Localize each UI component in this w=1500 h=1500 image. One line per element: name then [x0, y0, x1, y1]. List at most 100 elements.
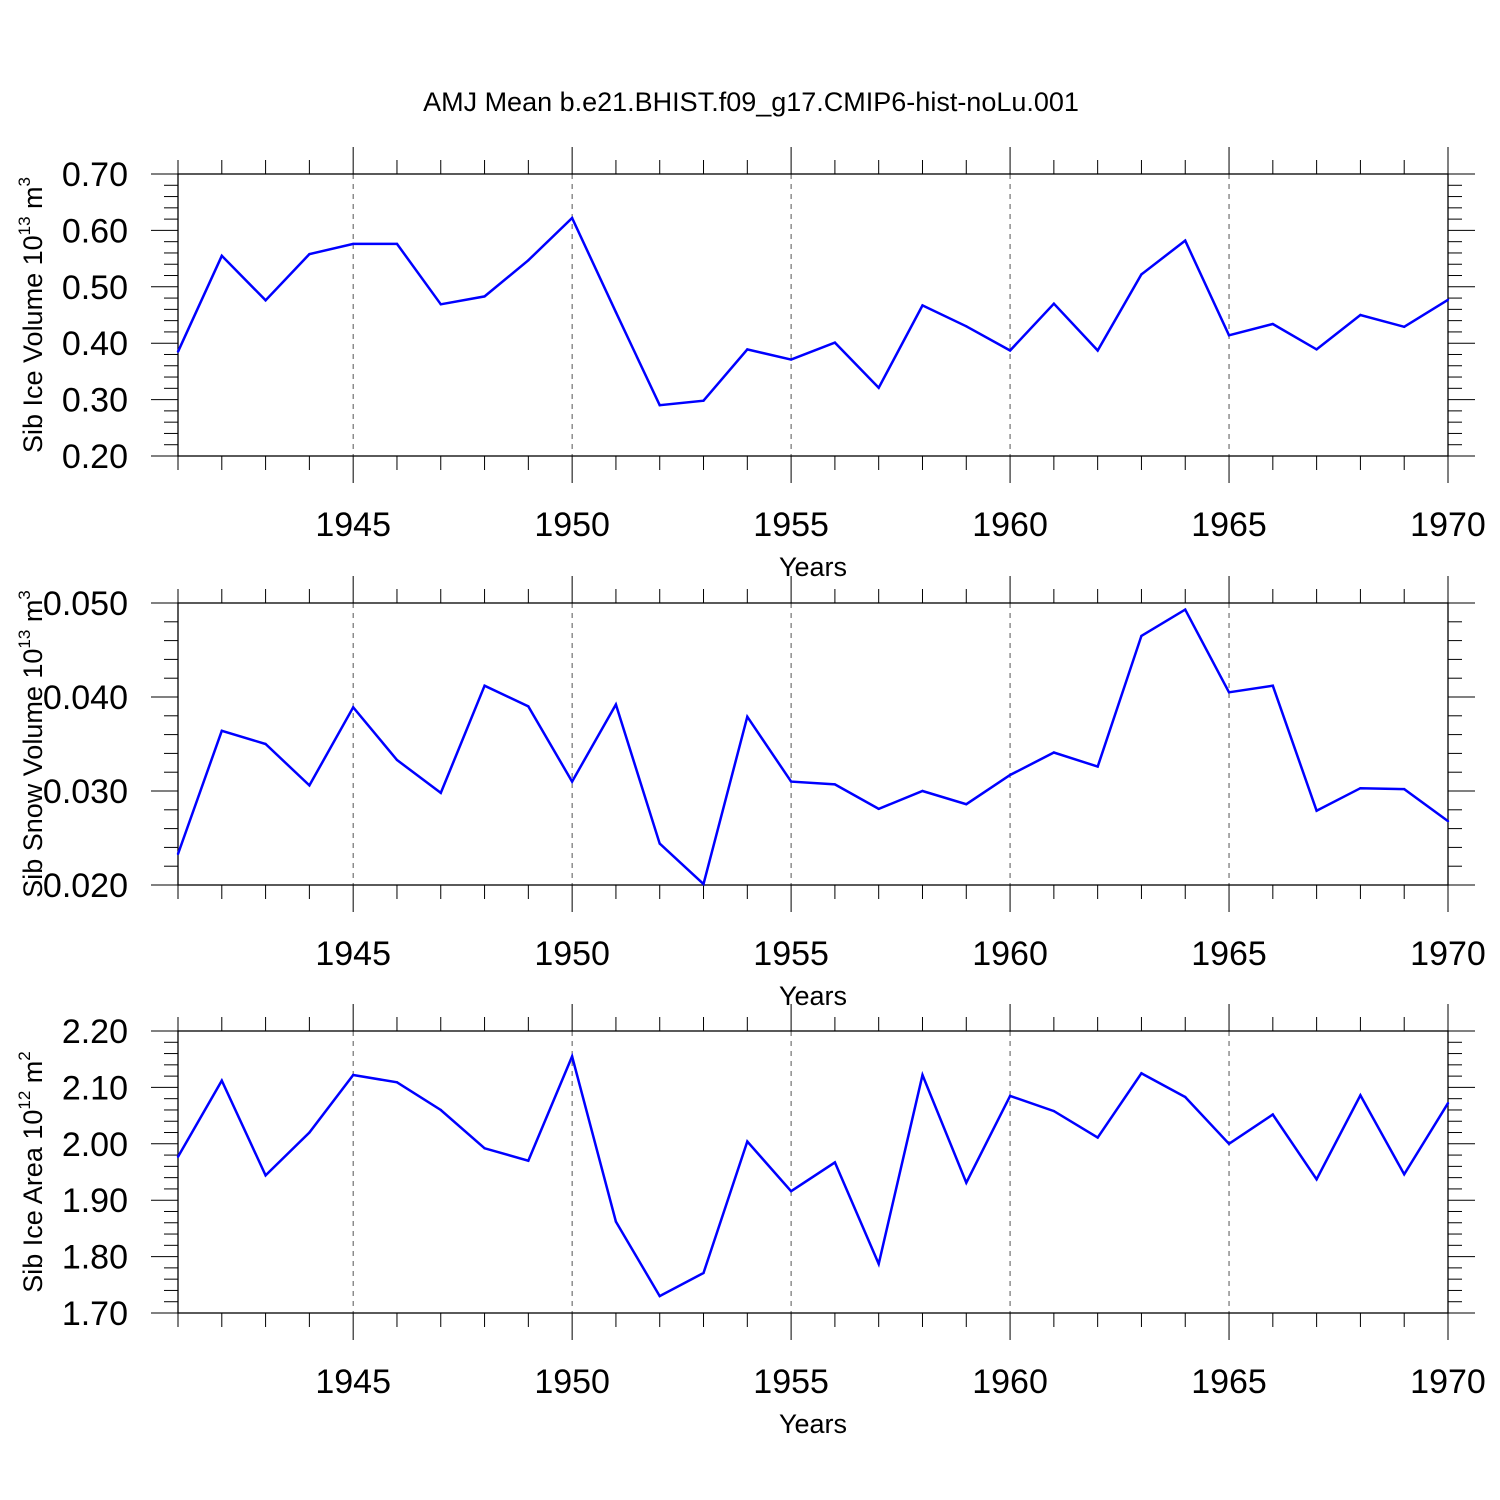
- data-point: [395, 758, 399, 762]
- data-point: [483, 684, 486, 687]
- data-point: [220, 1079, 223, 1082]
- y-tick-label: 0.70: [62, 156, 128, 194]
- x-tick-label: 1950: [534, 1363, 610, 1401]
- data-point: [570, 216, 574, 220]
- x-axis-label: Years: [779, 1409, 847, 1439]
- plot-frame: [177, 173, 1449, 457]
- data-point: [176, 852, 180, 856]
- y-tick-label: 1.70: [62, 1295, 128, 1333]
- data-point: [702, 399, 705, 402]
- data-point: [1271, 322, 1275, 326]
- data-point: [395, 242, 399, 246]
- data-point: [351, 242, 355, 246]
- data-point: [1140, 273, 1143, 276]
- x-tick-label: 1955: [753, 935, 829, 973]
- data-point: [833, 1161, 837, 1164]
- x-tick-label: 1970: [1410, 506, 1486, 544]
- data-point: [1315, 348, 1318, 351]
- data-point: [877, 807, 880, 811]
- data-point: [1184, 239, 1187, 242]
- data-point: [264, 299, 267, 302]
- data-point: [746, 348, 749, 351]
- data-point: [658, 404, 661, 407]
- plot-frame: [177, 1030, 1449, 1314]
- data-point: [1008, 773, 1012, 777]
- data-point: [746, 715, 749, 718]
- x-tick-label: 1965: [1191, 1363, 1267, 1401]
- x-tick-label: 1965: [1191, 935, 1267, 973]
- data-point: [483, 295, 486, 298]
- y-axis-label: Sib Snow Volume 1013 m3: [15, 590, 48, 898]
- data-point: [1052, 1109, 1056, 1113]
- data-point: [395, 1081, 399, 1084]
- chart-title: AMJ Mean b.e21.BHIST.f09_g17.CMIP6-hist-…: [423, 87, 1079, 117]
- data-point: [1359, 1094, 1362, 1097]
- data-point: [439, 791, 442, 795]
- data-point: [1052, 302, 1056, 305]
- data-point: [1446, 1101, 1450, 1105]
- data-series-line: [176, 215, 1449, 407]
- data-point: [439, 303, 442, 306]
- data-point: [308, 784, 311, 787]
- data-point: [965, 1181, 968, 1184]
- data-point: [921, 304, 924, 307]
- data-point: [220, 254, 223, 257]
- data-point: [702, 1271, 705, 1275]
- data-point: [1140, 634, 1143, 638]
- y-tick-label: 1.80: [62, 1239, 128, 1277]
- data-point: [1315, 809, 1318, 812]
- data-point: [1184, 1095, 1187, 1099]
- data-point: [483, 1147, 486, 1150]
- data-point: [658, 1294, 661, 1298]
- x-tick-label: 1965: [1191, 506, 1267, 544]
- data-point: [527, 705, 530, 708]
- data-point: [921, 1073, 924, 1077]
- data-point: [965, 325, 968, 328]
- data-point: [1008, 349, 1012, 352]
- data-point: [308, 1131, 311, 1134]
- data-point: [877, 1262, 880, 1266]
- data-point: [527, 259, 530, 262]
- y-axis-label: Sib Ice Volume 1013 m3: [15, 177, 48, 453]
- y-tick-label: 0.050: [43, 585, 128, 623]
- x-axis-label: Years: [779, 552, 847, 582]
- data-point: [1446, 819, 1450, 823]
- x-axis-label: Years: [779, 981, 847, 1011]
- data-point: [921, 789, 924, 793]
- x-tick-label: 1945: [315, 506, 391, 544]
- data-point: [264, 742, 267, 746]
- data-point: [746, 1140, 749, 1143]
- y-tick-label: 0.030: [43, 773, 128, 811]
- data-point: [1052, 751, 1056, 754]
- y-axis-label: Sib Ice Area 1012 m2: [15, 1051, 48, 1293]
- x-tick-label: 1945: [315, 1363, 391, 1401]
- data-point: [570, 780, 574, 783]
- data-point: [1096, 765, 1099, 768]
- y-tick-label: 0.20: [62, 438, 128, 476]
- data-series-line: [176, 1052, 1450, 1298]
- y-tick-label: 2.00: [62, 1126, 128, 1164]
- data-point: [1359, 786, 1362, 790]
- panel-2: 0.050 0.040 0.030 0.020 1945 1950 1955 1960 1965…: [15, 576, 1486, 1011]
- data-point: [1008, 1094, 1012, 1098]
- data-point: [965, 802, 968, 806]
- data-point: [176, 1155, 180, 1158]
- data-point: [176, 350, 180, 353]
- data-point: [570, 1055, 574, 1058]
- data-point: [1315, 1178, 1318, 1181]
- x-tick-label: 1945: [315, 935, 391, 973]
- data-series-line: [176, 607, 1449, 887]
- data-point: [351, 706, 355, 709]
- y-tick-label: 0.30: [62, 382, 128, 420]
- data-point: [220, 729, 223, 733]
- plot-frame: [177, 602, 1449, 886]
- data-point: [833, 341, 837, 344]
- data-point: [1096, 349, 1099, 352]
- panel-1: 0.70 0.60 0.50 0.40 0.30 0.20 1945 1950 1955 1960…: [15, 147, 1486, 582]
- panel-3: 2.20 2.10 2.00 1.90 1.80 1.70 1945 1950 1955 1960…: [15, 1004, 1486, 1439]
- x-tick-label: 1950: [534, 935, 610, 973]
- y-tick-label: 0.40: [62, 325, 128, 363]
- x-tick-label: 1955: [753, 1363, 829, 1401]
- x-tick-label: 1955: [753, 506, 829, 544]
